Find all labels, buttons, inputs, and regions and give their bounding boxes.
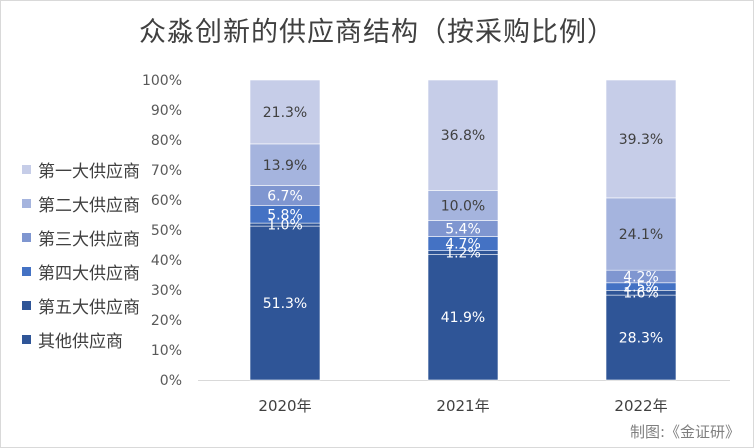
y-tick-label: 80% bbox=[151, 133, 182, 149]
bar-segment bbox=[427, 254, 499, 381]
bar-segment bbox=[605, 294, 677, 381]
bar-segment bbox=[427, 79, 499, 191]
y-tick-label: 90% bbox=[151, 103, 182, 119]
legend-label: 第一大供应商 bbox=[38, 161, 140, 182]
legend-swatch bbox=[22, 164, 31, 174]
x-tick-label: 2022年 bbox=[614, 397, 667, 415]
data-label: 24.1% bbox=[619, 227, 663, 243]
y-tick-label: 70% bbox=[151, 163, 182, 179]
legend-swatch bbox=[22, 232, 31, 242]
legend-label: 第二大供应商 bbox=[38, 195, 140, 216]
legend-item: 第二大供应商 bbox=[22, 186, 162, 220]
legend-swatch bbox=[22, 198, 31, 208]
data-label: 4.7% bbox=[445, 237, 481, 253]
bar-segment bbox=[427, 190, 499, 221]
chart-title: 众淼创新的供应商结构（按采购比例） bbox=[139, 17, 615, 48]
data-label: 6.7% bbox=[267, 189, 303, 205]
data-label: 4.2% bbox=[623, 270, 659, 286]
data-label: 2.5% bbox=[623, 280, 659, 296]
y-tick-label: 20% bbox=[151, 313, 182, 329]
y-tick-label: 30% bbox=[151, 283, 182, 299]
legend-label: 第五大供应商 bbox=[38, 297, 140, 318]
y-tick-label: 0% bbox=[160, 373, 182, 389]
legend-swatch bbox=[22, 300, 31, 310]
legend-item: 第四大供应商 bbox=[22, 254, 162, 288]
y-tick-label: 100% bbox=[142, 73, 182, 89]
data-label: 36.8% bbox=[441, 128, 485, 144]
legend-label: 第四大供应商 bbox=[38, 263, 140, 284]
data-label: 5.8% bbox=[267, 207, 303, 223]
chart-legend: 第一大供应商 第二大供应商 第三大供应商 第四大供应商 第五大供应商 其他供应商 bbox=[22, 152, 162, 356]
y-tick-label: 60% bbox=[151, 193, 182, 209]
y-tick-label: 50% bbox=[151, 223, 182, 239]
y-tick-label: 10% bbox=[151, 343, 182, 359]
legend-label: 其他供应商 bbox=[38, 331, 123, 352]
bar-segment bbox=[249, 143, 321, 186]
legend-swatch bbox=[22, 266, 31, 276]
data-label: 28.3% bbox=[619, 331, 663, 347]
data-label: 5.4% bbox=[445, 222, 481, 238]
data-label: 10.0% bbox=[441, 198, 485, 214]
bar-segment bbox=[605, 79, 677, 199]
bar-segment bbox=[605, 197, 677, 271]
legend-item: 第一大供应商 bbox=[22, 152, 162, 186]
x-tick-label: 2020年 bbox=[258, 397, 311, 415]
data-label: 21.3% bbox=[263, 105, 307, 121]
legend-item: 第三大供应商 bbox=[22, 220, 162, 254]
data-label: 1.2% bbox=[445, 246, 481, 262]
data-label: 1.6% bbox=[623, 286, 659, 302]
chart-credit: 制图:《金证研》 bbox=[629, 423, 740, 441]
x-tick-label: 2021年 bbox=[436, 397, 489, 415]
legend-swatch bbox=[22, 334, 31, 344]
legend-item: 第五大供应商 bbox=[22, 288, 162, 322]
data-label: 13.9% bbox=[263, 158, 307, 174]
data-label: 51.3% bbox=[263, 296, 307, 312]
data-label: 39.3% bbox=[619, 132, 663, 148]
bar-segment bbox=[249, 79, 321, 145]
legend-item: 其他供应商 bbox=[22, 322, 162, 356]
data-label: 41.9% bbox=[441, 310, 485, 326]
legend-label: 第三大供应商 bbox=[38, 229, 140, 250]
data-label: 1.0% bbox=[267, 218, 303, 234]
y-tick-label: 40% bbox=[151, 253, 182, 269]
